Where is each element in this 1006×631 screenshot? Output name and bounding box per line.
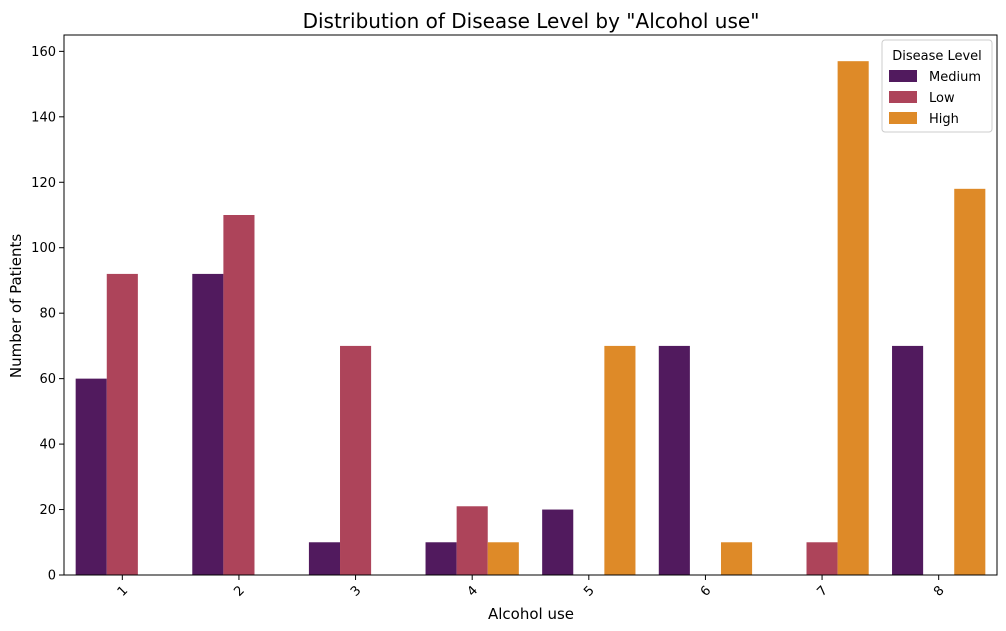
bar-medium-4	[425, 542, 457, 575]
bar-medium-1	[75, 378, 107, 575]
x-axis-label: Alcohol use	[488, 605, 574, 623]
x-tick-label-7: 7	[814, 583, 830, 599]
bar-high-7	[837, 61, 869, 575]
legend-swatch-low	[889, 91, 917, 103]
x-tick-label-4: 4	[465, 583, 481, 599]
x-tick-label-8: 8	[931, 583, 947, 599]
x-tick-label-1: 1	[115, 583, 131, 599]
chart-title: Distribution of Disease Level by "Alcoho…	[303, 9, 760, 33]
x-tick-label-3: 3	[348, 583, 364, 599]
y-axis-label: Number of Patients	[7, 234, 25, 378]
x-tick-label-5: 5	[581, 583, 597, 599]
legend-swatch-medium	[889, 70, 917, 82]
bar-high-4	[487, 542, 519, 575]
legend-label-medium: Medium	[929, 70, 981, 85]
legend-swatch-high	[889, 112, 917, 124]
y-tick-label-160: 160	[31, 45, 56, 60]
x-tick-label-2: 2	[231, 583, 247, 599]
bar-medium-8	[892, 345, 924, 575]
bar-high-6	[720, 542, 753, 575]
bar-medium-3	[308, 542, 341, 575]
legend-label-low: Low	[929, 91, 955, 106]
y-tick-label-140: 140	[31, 110, 56, 125]
legend-label-high: High	[929, 112, 959, 127]
bar-low-2	[223, 215, 255, 575]
y-tick-label-0: 0	[48, 569, 56, 584]
bar-high-5	[604, 345, 636, 575]
plot-area: 0 20 40 60 80 100 120 140 160 1 2 3 4 5 6 7 8	[31, 34, 998, 600]
y-tick-label-80: 80	[39, 307, 56, 322]
y-tick-label-100: 100	[31, 241, 56, 256]
y-tick-label-120: 120	[31, 176, 56, 191]
bar-low-1	[106, 273, 138, 575]
y-tick-label-40: 40	[39, 438, 56, 453]
bar-medium-5	[542, 509, 574, 575]
bar-low-4	[456, 506, 488, 575]
bar-medium-6	[658, 345, 690, 575]
legend: Disease Level Medium Low High	[881, 39, 993, 133]
y-tick-label-60: 60	[39, 372, 56, 387]
bar-low-7	[806, 542, 838, 575]
legend-title: Disease Level	[892, 49, 982, 64]
bar-medium-2	[192, 273, 224, 575]
legend-box	[881, 39, 993, 133]
plot-frame	[63, 34, 998, 576]
bar-low-3	[340, 345, 372, 575]
bar-high-8	[954, 188, 986, 575]
legend-items: Medium Low High	[889, 70, 981, 127]
y-tick-label-20: 20	[39, 503, 56, 518]
x-tick-label-6: 6	[698, 583, 714, 599]
